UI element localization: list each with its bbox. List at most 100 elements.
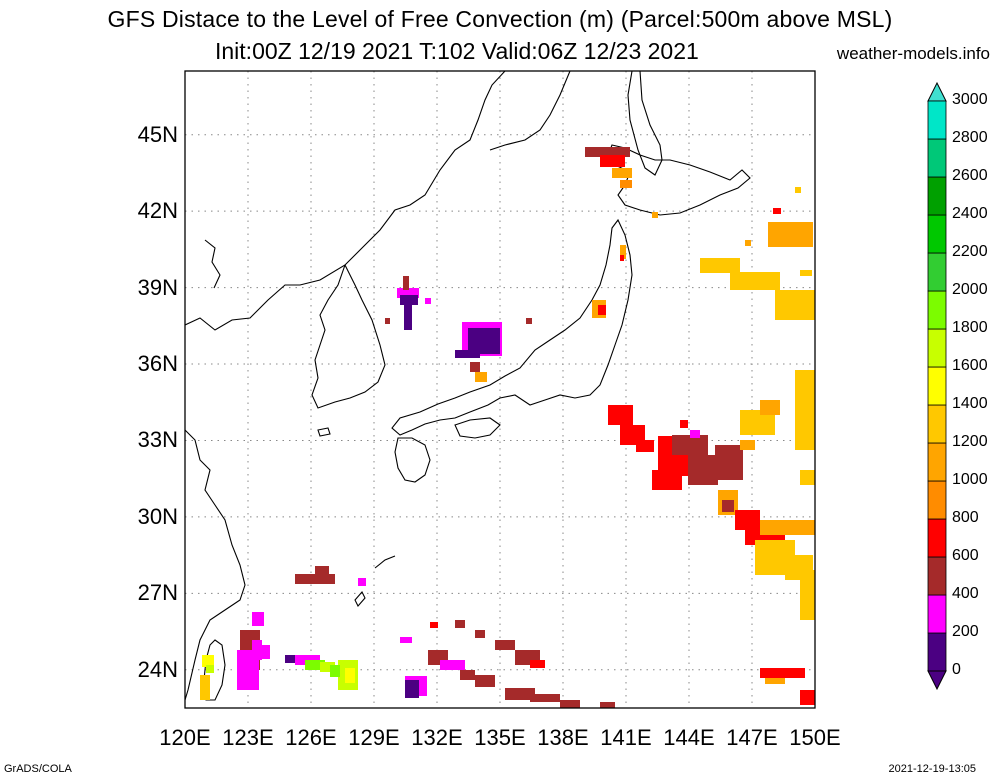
- lon-tick-label: 120E: [159, 725, 211, 750]
- lfc-shaded-cell: [760, 400, 780, 415]
- coastlines: [185, 71, 751, 701]
- lfc-shaded-cell: [397, 288, 419, 298]
- lfc-shaded-cell: [400, 637, 412, 643]
- colorbar-swatch: [927, 100, 947, 140]
- colorbar-swatch: [927, 594, 947, 634]
- colorbar-label: 1200: [952, 433, 988, 450]
- lfc-shaded-cell: [600, 702, 615, 708]
- lfc-shaded-cell: [200, 675, 210, 700]
- colorbar-label: 600: [952, 547, 979, 564]
- lon-tick-label: 144E: [663, 725, 715, 750]
- lfc-shaded-cell: [740, 440, 755, 450]
- colorbar-swatch: [927, 632, 947, 672]
- colorbar-label: 1000: [952, 471, 988, 488]
- lfc-shaded-cell: [425, 298, 431, 304]
- lfc-shaded-cell: [773, 208, 781, 214]
- colorbar-swatch: [927, 404, 947, 444]
- lfc-shaded-cell: [700, 258, 740, 273]
- lfc-shaded-cell: [295, 574, 335, 584]
- lfc-shaded-cell: [800, 270, 812, 276]
- lfc-shaded-cell: [620, 180, 632, 188]
- lfc-shaded-cell: [795, 187, 801, 193]
- lfc-shaded-cell: [765, 678, 785, 684]
- lfc-shaded-cell: [775, 290, 815, 320]
- colorbar-label: 1800: [952, 319, 988, 336]
- lon-tick-label: 150E: [789, 725, 841, 750]
- colorbar-swatch: [927, 556, 947, 596]
- lfc-shaded-cell: [455, 350, 480, 358]
- lfc-shaded-cell: [345, 668, 355, 683]
- field-cells: [200, 147, 815, 708]
- colorbar-max-arrow: [927, 81, 947, 102]
- lfc-shaded-cell: [800, 570, 815, 620]
- lon-tick-label: 147E: [726, 725, 778, 750]
- lfc-shaded-cell: [358, 578, 366, 586]
- lat-tick-label: 33N: [137, 427, 178, 453]
- colorbar-label: 2800: [952, 129, 988, 146]
- colorbar-label: 400: [952, 585, 979, 602]
- chart-title: GFS Distace to the Level of Free Convect…: [107, 6, 893, 32]
- lon-tick-label: 138E: [537, 725, 589, 750]
- lfc-shaded-cell: [430, 622, 438, 628]
- site-credit: weather-models.info: [836, 44, 990, 63]
- lat-tick-label: 39N: [137, 274, 178, 300]
- lat-tick-label: 36N: [137, 351, 178, 377]
- lfc-shaded-cell: [760, 668, 805, 678]
- colorbar: [927, 81, 947, 691]
- lfc-shaded-cell: [760, 520, 815, 535]
- lfc-shaded-cell: [470, 362, 480, 372]
- colorbar-label: 1400: [952, 395, 988, 412]
- lfc-shaded-cell: [620, 255, 624, 261]
- colorbar-swatch: [927, 138, 947, 178]
- lfc-shaded-cell: [608, 405, 633, 425]
- lfc-shaded-cell: [680, 420, 688, 428]
- lfc-shaded-cell: [330, 665, 340, 677]
- lfc-shaded-cell: [262, 645, 270, 659]
- lat-tick-label: 30N: [137, 503, 178, 529]
- lfc-shaded-cell: [612, 168, 632, 178]
- lfc-shaded-cell: [652, 470, 682, 490]
- lfc-shaded-cell: [530, 694, 560, 702]
- lfc-shaded-cell: [320, 662, 335, 672]
- lfc-shaded-cell: [252, 612, 264, 626]
- colorbar-label: 2400: [952, 205, 988, 222]
- lfc-shaded-cell: [475, 675, 495, 687]
- footer-software: GrADS/COLA: [4, 763, 72, 775]
- lon-tick-label: 129E: [348, 725, 400, 750]
- lfc-shaded-cell: [475, 372, 487, 382]
- lfc-shaded-cell: [795, 370, 815, 450]
- colorbar-label: 1600: [952, 357, 988, 374]
- plot-frame: [184, 70, 816, 709]
- lfc-shaded-cell: [315, 566, 329, 574]
- lfc-shaded-cell: [385, 318, 390, 324]
- lfc-shaded-cell: [455, 620, 465, 628]
- lfc-shaded-cell: [585, 147, 630, 157]
- lfc-shaded-cell: [730, 272, 780, 290]
- lfc-shaded-cell: [620, 245, 626, 259]
- lfc-shaded-cell: [800, 470, 815, 485]
- lfc-shaded-cell: [636, 440, 654, 452]
- lfc-shaded-cell: [305, 660, 325, 670]
- lon-tick-label: 132E: [411, 725, 463, 750]
- footer-timestamp: 2021-12-19-13:05: [888, 763, 976, 775]
- lon-tick-label: 123E: [222, 725, 274, 750]
- lfc-shaded-cell: [405, 680, 419, 698]
- lfc-shaded-cell: [400, 295, 418, 305]
- colorbar-swatch: [927, 214, 947, 254]
- chart-subtitle: Init:00Z 12/19 2021 T:102 Valid:06Z 12/2…: [215, 38, 699, 64]
- lat-tick-label: 27N: [137, 580, 178, 606]
- lat-tick-label: 42N: [137, 198, 178, 224]
- colorbar-swatch: [927, 328, 947, 368]
- lfc-shaded-cell: [495, 640, 515, 650]
- lfc-shaded-cell: [475, 630, 485, 638]
- colorbar-label: 2000: [952, 281, 988, 298]
- lat-tick-label: 45N: [137, 121, 178, 147]
- lfc-shaded-cell: [598, 305, 606, 315]
- lfc-shaded-cell: [460, 670, 475, 680]
- colorbar-swatch: [927, 442, 947, 482]
- colorbar-swatch: [927, 480, 947, 520]
- lfc-shaded-cell: [468, 328, 500, 354]
- lfc-shaded-cell: [745, 240, 751, 246]
- colorbar-swatch: [927, 366, 947, 406]
- lfc-shaded-cell: [505, 688, 535, 700]
